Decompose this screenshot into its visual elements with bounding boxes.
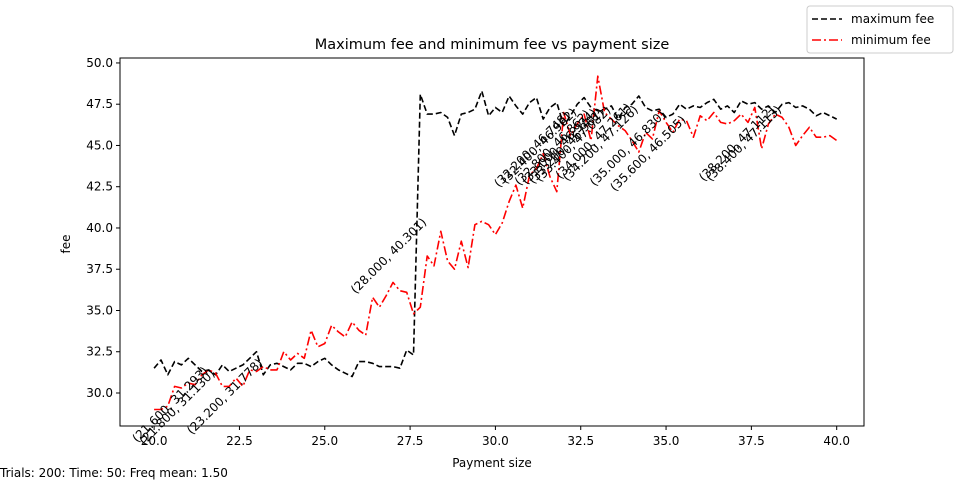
y-tick-label: 37.5 — [86, 262, 113, 276]
simulation-footnote: Trials: 200: Time: 50: Freq mean: 1.50 — [0, 466, 228, 480]
y-tick-label: 42.5 — [86, 180, 113, 194]
y-axis: 30.0 32.5 35.0 37.5 40.0 42.5 45.0 47.5 50.0 — [86, 56, 120, 400]
plot-frame — [119, 57, 865, 427]
x-tick-label: 25.0 — [311, 434, 338, 448]
series-line-maximum-fee — [153, 90, 838, 378]
x-tick-label: 30.0 — [482, 434, 509, 448]
x-tick-label: 37.5 — [738, 434, 765, 448]
legend-box — [806, 5, 954, 54]
x-tick-label: 40.0 — [823, 434, 850, 448]
y-tick-label: 32.5 — [86, 345, 113, 359]
point-annotation: (28.000, 40.301) — [348, 215, 429, 296]
y-tick-label: 30.0 — [86, 386, 113, 400]
y-tick-label: 47.5 — [86, 97, 113, 111]
x-tick-label: 35.0 — [653, 434, 680, 448]
x-axis: 20.0 22.5 25.0 27.5 30.0 32.5 35.0 37.5 40.0 — [141, 426, 850, 448]
x-tick-label: 32.5 — [567, 434, 594, 448]
y-tick-label: 40.0 — [86, 221, 113, 235]
legend: maximum fee minimum fee — [806, 5, 954, 54]
x-axis-label: Payment size — [452, 456, 532, 470]
x-tick-label: 27.5 — [397, 434, 424, 448]
point-annotation: (38.400, 47.113) — [703, 103, 784, 184]
chart-title: Maximum fee and minimum fee vs payment s… — [315, 37, 670, 53]
series-line-minimum-fee — [154, 75, 838, 411]
y-tick-label: 50.0 — [86, 56, 113, 70]
legend-label-minimum-fee: minimum fee — [851, 33, 931, 47]
y-axis-label: fee — [59, 235, 73, 254]
legend-label-maximum-fee: maximum fee — [851, 12, 934, 26]
y-tick-label: 45.0 — [86, 138, 113, 152]
x-tick-label: 20.0 — [141, 434, 168, 448]
y-tick-label: 35.0 — [86, 303, 113, 317]
x-tick-label: 22.5 — [226, 434, 253, 448]
